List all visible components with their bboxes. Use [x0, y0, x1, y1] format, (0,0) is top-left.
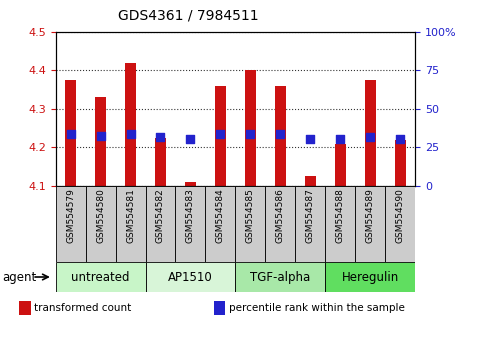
- Bar: [185, 182, 196, 186]
- Text: GSM554587: GSM554587: [306, 188, 315, 243]
- Point: [216, 131, 224, 137]
- Bar: [85, 186, 115, 262]
- Point: [127, 131, 134, 137]
- Text: GSM554583: GSM554583: [186, 188, 195, 243]
- Text: GSM554588: GSM554588: [336, 188, 345, 243]
- Bar: [56, 262, 145, 292]
- Bar: [335, 143, 346, 186]
- Bar: [266, 186, 296, 262]
- Bar: [236, 262, 326, 292]
- Bar: [145, 262, 236, 292]
- Text: GSM554584: GSM554584: [216, 188, 225, 243]
- Text: GSM554585: GSM554585: [246, 188, 255, 243]
- Text: GSM554579: GSM554579: [66, 188, 75, 243]
- Bar: [236, 186, 266, 262]
- Text: GDS4361 / 7984511: GDS4361 / 7984511: [118, 9, 259, 23]
- Point: [307, 136, 314, 142]
- Point: [397, 136, 404, 142]
- Point: [367, 134, 374, 139]
- Text: AP1510: AP1510: [168, 270, 213, 284]
- Bar: [275, 86, 285, 186]
- Text: transformed count: transformed count: [34, 303, 131, 313]
- Text: GSM554586: GSM554586: [276, 188, 285, 243]
- Point: [186, 136, 194, 142]
- Bar: [326, 262, 415, 292]
- Point: [247, 131, 255, 137]
- Bar: [326, 186, 355, 262]
- Point: [156, 134, 164, 139]
- Point: [97, 133, 104, 139]
- Bar: [213, 301, 225, 315]
- Text: Heregulin: Heregulin: [342, 270, 399, 284]
- Bar: [125, 63, 136, 186]
- Bar: [296, 186, 326, 262]
- Bar: [175, 186, 205, 262]
- Text: GSM554581: GSM554581: [126, 188, 135, 243]
- Bar: [145, 186, 175, 262]
- Bar: [155, 138, 166, 186]
- Text: TGF-alpha: TGF-alpha: [250, 270, 311, 284]
- Bar: [365, 80, 376, 186]
- Text: GSM554589: GSM554589: [366, 188, 375, 243]
- Bar: [385, 186, 415, 262]
- Bar: [56, 186, 85, 262]
- Bar: [215, 86, 226, 186]
- Point: [277, 131, 284, 137]
- Text: untreated: untreated: [71, 270, 130, 284]
- Point: [337, 136, 344, 142]
- Bar: [395, 139, 406, 186]
- Point: [67, 131, 74, 137]
- Bar: [95, 97, 106, 186]
- Text: agent: agent: [2, 270, 37, 284]
- Bar: [19, 301, 30, 315]
- Bar: [65, 80, 76, 186]
- Text: GSM554580: GSM554580: [96, 188, 105, 243]
- Text: GSM554590: GSM554590: [396, 188, 405, 243]
- Bar: [305, 176, 316, 186]
- Bar: [115, 186, 145, 262]
- Bar: [245, 70, 256, 186]
- Bar: [355, 186, 385, 262]
- Text: percentile rank within the sample: percentile rank within the sample: [228, 303, 404, 313]
- Text: GSM554582: GSM554582: [156, 188, 165, 243]
- Bar: [205, 186, 236, 262]
